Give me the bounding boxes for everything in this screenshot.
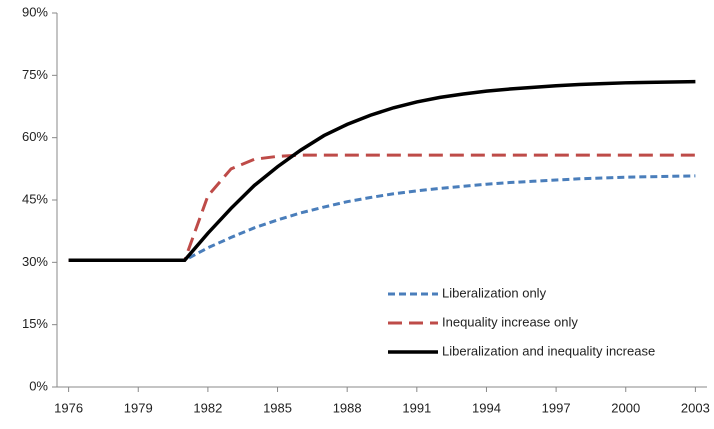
y-tick-label: 15% [22,316,48,331]
y-tick-label: 90% [22,4,48,19]
x-tick-label: 1994 [472,400,501,415]
x-tick-label: 1979 [124,400,153,415]
x-tick-label: 1985 [263,400,292,415]
legend-label: Liberalization and inequality increase [442,343,655,358]
x-tick-label: 1991 [402,400,431,415]
y-tick-label: 45% [22,191,48,206]
x-tick-label: 1997 [542,400,571,415]
x-tick-label: 2000 [611,400,640,415]
series-line [68,79,696,263]
series-line [68,174,696,262]
x-tick-label: 1988 [333,400,362,415]
x-tick-label: 1976 [54,400,83,415]
y-tick-label: 30% [22,254,48,269]
y-tick-label: 0% [29,378,48,393]
y-tick-label: 60% [22,129,48,144]
x-tick-label: 1982 [193,400,222,415]
series-line [68,153,696,262]
legend-label: Inequality increase only [442,314,578,329]
legend-label: Liberalization only [442,285,547,300]
x-tick-label: 2003 [681,400,710,415]
y-tick-label: 75% [22,67,48,82]
